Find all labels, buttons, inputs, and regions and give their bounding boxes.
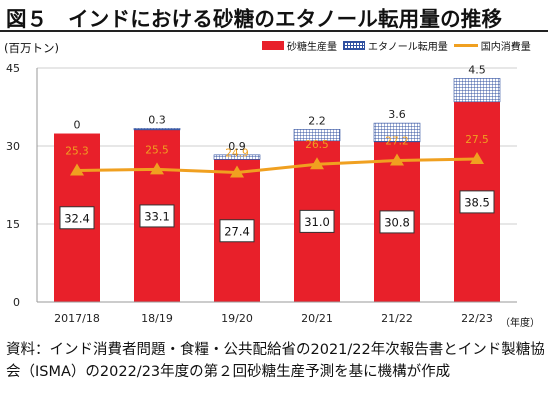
sugar-value-label: 30.8: [384, 215, 410, 229]
domestic-value-label: 27.5: [465, 134, 488, 146]
legend-label-domestic: 国内消費量: [480, 42, 531, 53]
x-tick-label: 21/22: [381, 312, 413, 325]
sugar-value-label: 33.1: [144, 209, 170, 223]
y-tick-label: 30: [6, 140, 20, 153]
ethanol-value-label: 4.5: [468, 63, 486, 76]
y-axis-unit: (百万トン): [4, 41, 59, 55]
ethanol-value-label: 0.9: [228, 140, 246, 153]
domestic-consumption-line: 25.3 25.5 24.9 26.5 27.2 27.5: [65, 134, 489, 178]
source-label: 資料：: [6, 342, 50, 358]
legend-swatch-sugar: [262, 41, 284, 50]
sugar-value-label: 27.4: [224, 224, 250, 238]
domestic-marker: [150, 162, 164, 175]
legend-item-sugar: 砂糖生産量: [262, 38, 337, 53]
data-labels: 32.4 0 33.1 0.3 27.4 0.9 31.0 2.2 30.8 3.6 38.5 4.5: [59, 63, 495, 243]
domestic-marker: [390, 153, 404, 166]
sugar-value-box: [219, 219, 255, 243]
figure-title: 図５ インドにおける砂糖のエタノール転用量の推移: [6, 7, 503, 31]
legend-swatch-domestic: [453, 44, 478, 47]
legend-label-ethanol: エタノール転用量: [368, 42, 448, 53]
x-tick-label: 18/19: [141, 312, 173, 325]
ethanol-value-label: 0.3: [148, 113, 166, 126]
sugar-value-label: 31.0: [304, 215, 330, 229]
source-note: 資料：インド消費者問題・食糧・公共配給省の2021/22年次報告書とインド製糖協…: [6, 339, 546, 383]
sugar-value-box: [299, 209, 335, 233]
legend-item-domestic: 国内消費量: [453, 38, 531, 53]
sugar-value-label: 38.5: [464, 195, 490, 209]
x-tick-label: 19/20: [221, 312, 253, 325]
bar-ethanol: [133, 128, 181, 131]
y-tick-label: 0: [13, 296, 20, 309]
x-tick-label: 22/23: [461, 312, 493, 325]
domestic-value-label: 26.5: [305, 139, 328, 151]
y-tick-label: 15: [6, 218, 20, 231]
bar-ethanol: [453, 78, 501, 103]
domestic-marker: [70, 163, 84, 176]
domestic-value-label: 27.2: [385, 136, 408, 148]
sugar-value-box: [59, 206, 95, 230]
domestic-value-label: 25.3: [65, 145, 88, 157]
x-tick-label: 20/21: [301, 312, 333, 325]
domestic-line-path: [76, 157, 478, 175]
bars: [54, 78, 501, 302]
x-tick-label: 2017/18: [54, 312, 100, 325]
sugar-value-box: [379, 210, 415, 234]
legend-swatch-ethanol: [343, 41, 365, 50]
domestic-marker: [470, 152, 484, 164]
bar-ethanol: [373, 122, 421, 143]
source-text: インド消費者問題・食糧・公共配給省の2021/22年次報告書とインド製糖協会（I…: [6, 342, 545, 380]
sugar-value-label: 32.4: [64, 211, 90, 225]
domestic-marker: [230, 165, 244, 178]
title-rule: [0, 30, 548, 32]
legend-label-sugar: 砂糖生産量: [287, 42, 337, 53]
y-tick-label: 45: [6, 62, 20, 75]
ethanol-value-label: 3.6: [388, 108, 406, 121]
bar-ethanol: [213, 154, 261, 160]
domestic-marker: [310, 157, 324, 170]
chart-legend: 砂糖生産量 エタノール転用量 国内消費量: [262, 38, 537, 53]
bar-ethanol: [293, 129, 341, 142]
grid-lines: [37, 67, 517, 225]
axes: 0 15 30 45 2017/18 18/19 19/20 20/21 21/22 22/23: [6, 62, 517, 325]
legend-item-ethanol: エタノール転用量: [343, 38, 448, 53]
domestic-value-label: 25.5: [145, 144, 168, 156]
sugar-value-box: [139, 204, 175, 228]
chart-canvas: 25.3 25.5 24.9 26.5 27.2 27.5 32.4 0 33.1 0.3 27.…: [6, 62, 517, 325]
ethanol-value-label: 2.2: [308, 114, 326, 127]
x-axis-unit: （年度）: [500, 318, 540, 329]
domestic-value-label: 24.9: [225, 148, 248, 160]
ethanol-value-label: 0: [74, 119, 81, 132]
sugar-value-box: [459, 190, 495, 214]
